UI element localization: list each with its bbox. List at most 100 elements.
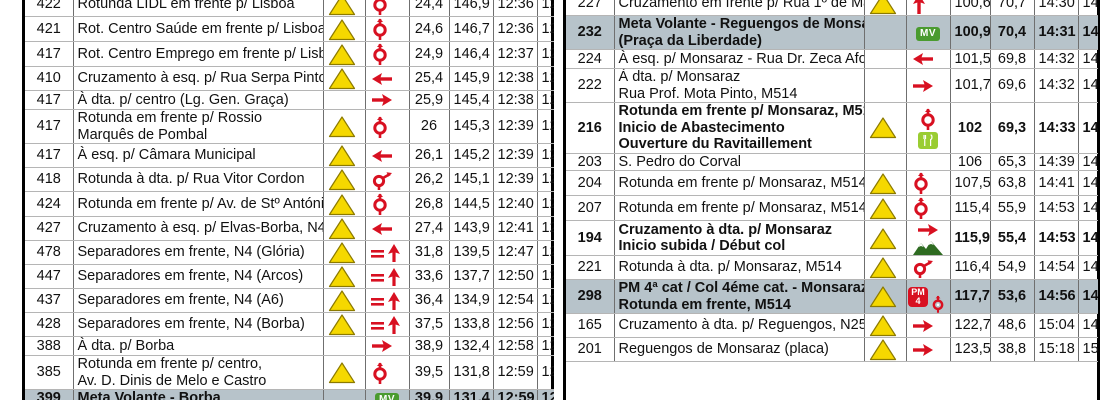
cell-time-fast: 12:56 xyxy=(537,355,554,390)
cell-time-fast: 12:38 xyxy=(537,191,554,217)
cell-description: Cruzamento à dta. p/ Monsaraz Inicio subi… xyxy=(614,220,865,256)
row-description-line: Rotunda em frente p/ Monsaraz, M514 xyxy=(618,103,864,119)
cell-km-done: 39,9 xyxy=(409,389,450,400)
row-description-line: Rotunda em frente p/ Av. de Stº António xyxy=(77,195,323,212)
right-schedule-table-wrap: 227 Cruzamento em frente p/ Rua 1º de Mai… xyxy=(566,0,1098,400)
roundabout-icon xyxy=(921,108,935,130)
cell-icon xyxy=(365,288,410,313)
roundabout-icon xyxy=(372,18,387,40)
cell-warning xyxy=(864,195,907,221)
cell-description: Cruzamento à dta. p/ Reguengos, N256 xyxy=(614,313,865,338)
cell-time-fast: 14:24 xyxy=(1078,15,1098,50)
row-description-line: À esq. p/ Monsaraz - Rua Dr. Zeca Afonso xyxy=(618,50,864,67)
yellow-warning-triangle-icon xyxy=(328,266,355,288)
cell-altitude: 388 xyxy=(25,336,74,356)
cell-km-done: 31,8 xyxy=(409,240,450,265)
cell-time-slow: 15:04 xyxy=(1034,313,1079,338)
cell-icon xyxy=(365,66,410,91)
cell-altitude: 298 xyxy=(566,279,615,314)
left-table-outer-rule-left xyxy=(22,0,25,400)
cell-km-done: 26,2 xyxy=(409,167,450,192)
roundabout-right-exit-icon xyxy=(372,171,392,190)
cell-altitude: 478 xyxy=(25,240,74,265)
cell-km-done: 27,4 xyxy=(409,216,450,241)
cell-warning xyxy=(323,41,366,67)
roundabout-icon xyxy=(372,193,387,215)
yellow-warning-triangle-icon xyxy=(328,145,355,167)
cell-icon xyxy=(365,109,410,144)
row-description-line: Separadores em frente, N4 (Borba) xyxy=(77,316,305,333)
cell-description: Rot. Centro Saúde em frente p/ Lisboa xyxy=(73,16,324,42)
cell-time-fast: 14:45 xyxy=(1078,220,1098,256)
cell-km-remaining: 133,8 xyxy=(449,312,494,337)
cell-warning xyxy=(323,240,366,265)
cell-warning xyxy=(864,255,907,280)
premio-montanha-4-badge: PM 4 xyxy=(908,286,928,307)
cell-icon xyxy=(906,170,951,196)
cell-description: À esq. p/ Câmara Municipal xyxy=(73,143,324,168)
table-row: 417 Rotunda em frente p/ Rossio Marquês de… xyxy=(25,109,554,144)
cell-icon xyxy=(365,41,410,67)
row-description-line: À dta. p/ centro (Lg. Gen. Graça) xyxy=(77,91,289,108)
yellow-warning-triangle-icon xyxy=(869,257,896,279)
cell-warning xyxy=(864,0,907,16)
row-description-line: Rot. Centro Saúde em frente p/ Lisboa xyxy=(77,20,323,37)
cell-description: Rotunda à dta. p/ Rua Vitor Cordon xyxy=(73,167,324,192)
row-description-line: S. Pedro do Corval xyxy=(618,153,742,170)
roundabout-icon xyxy=(372,43,387,65)
cell-km-remaining: 48,6 xyxy=(990,313,1035,338)
row-description-line: Cruzamento à dta. p/ Monsaraz xyxy=(618,221,833,238)
cell-time-fast: 12:53 xyxy=(537,312,554,337)
table-row: 224 À esq. p/ Monsaraz - Rua Dr. Zeca Afo… xyxy=(566,49,1098,69)
cell-km-remaining: 131,8 xyxy=(449,355,494,390)
cell-km-done: 100,9 xyxy=(950,15,991,50)
cell-km-done: 123,5 xyxy=(950,337,991,362)
table-row: 227 Cruzamento em frente p/ Rua 1º de Mai… xyxy=(566,0,1098,16)
cell-time-fast: 14:46 xyxy=(1078,255,1098,280)
yellow-warning-triangle-icon xyxy=(328,68,355,90)
cell-altitude: 204 xyxy=(566,170,615,196)
roundabout-icon xyxy=(932,295,944,313)
row-description-line: Cruzamento à esq. p/ Elvas-Borba, N4 xyxy=(77,220,323,237)
table-row: 399 Meta Volante - Borba MV 39,9 131,4 12:59 1… xyxy=(25,389,554,400)
cell-description: Rotunda em frente p/ Monsaraz, M514 Inici… xyxy=(614,102,865,154)
cell-warning xyxy=(323,312,366,337)
row-description-line: Av. D. Dinis de Melo e Castro xyxy=(77,372,267,389)
cell-warning xyxy=(323,389,366,400)
cell-icon xyxy=(365,167,410,192)
cell-time-slow: 12:47 xyxy=(493,240,538,265)
climb-start-icon xyxy=(913,241,943,255)
cell-icon xyxy=(906,68,951,103)
cell-time-slow: 12:58 xyxy=(493,336,538,356)
cell-time-slow: 14:30 xyxy=(1034,0,1079,16)
cell-warning xyxy=(864,68,907,103)
yellow-warning-triangle-icon xyxy=(869,172,896,194)
arrow-up-icon xyxy=(912,0,925,14)
cell-icon xyxy=(365,240,410,265)
cell-time-fast: 12:48 xyxy=(537,264,554,289)
cell-description: Rotunda em frente p/ Monsaraz, M514 xyxy=(614,195,865,221)
cell-altitude: 424 xyxy=(25,191,74,217)
row-description-line: Inicio subida / Début col xyxy=(618,238,786,254)
cell-warning xyxy=(323,109,366,144)
cell-warning xyxy=(323,66,366,91)
cell-km-remaining: 145,1 xyxy=(449,167,494,192)
roundabout-right-exit-icon xyxy=(913,259,933,278)
yellow-warning-triangle-icon xyxy=(328,362,355,384)
cell-km-done: 122,7 xyxy=(950,313,991,338)
cell-icon xyxy=(365,90,410,110)
cell-time-fast: 12:52 xyxy=(537,288,554,313)
cell-warning xyxy=(864,337,907,362)
cell-description: À dta. p/ centro (Lg. Gen. Graça) xyxy=(73,90,324,110)
row-description-line: Rotunda em frente p/ centro, xyxy=(77,356,263,372)
table-row: 424 Rotunda em frente p/ Av. de Stº Antón… xyxy=(25,191,554,217)
cell-altitude: 410 xyxy=(25,66,74,91)
cell-warning xyxy=(323,0,366,17)
arrow-left-icon xyxy=(912,53,933,65)
cell-km-done: 37,5 xyxy=(409,312,450,337)
cell-km-remaining: 145,2 xyxy=(449,143,494,168)
cell-warning xyxy=(323,288,366,313)
cell-description: Rotunda em frente p/ Rossio Marquês de Po… xyxy=(73,109,324,144)
table-row: 207 Rotunda em frente p/ Monsaraz, M514 11… xyxy=(566,195,1098,221)
cell-altitude: 428 xyxy=(25,312,74,337)
